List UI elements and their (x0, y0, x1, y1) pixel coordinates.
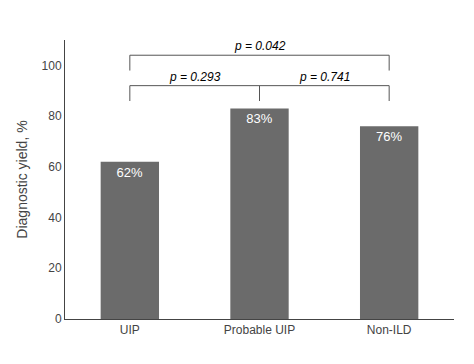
svg-text:100: 100 (42, 59, 62, 73)
svg-text:0: 0 (55, 312, 62, 326)
svg-text:40: 40 (48, 211, 62, 225)
svg-text:83%: 83% (246, 111, 272, 126)
svg-text:p = 0.293: p = 0.293 (169, 70, 221, 84)
svg-text:Diagnostic yield, %: Diagnostic yield, % (14, 120, 30, 238)
svg-text:Non-ILD: Non-ILD (367, 323, 412, 337)
svg-text:Probable UIP: Probable UIP (224, 323, 295, 337)
svg-text:20: 20 (48, 261, 62, 275)
svg-text:p = 0.741: p = 0.741 (299, 70, 350, 84)
svg-text:62%: 62% (117, 165, 143, 180)
svg-text:UIP: UIP (120, 323, 140, 337)
svg-text:80: 80 (48, 109, 62, 123)
svg-text:60: 60 (48, 160, 62, 174)
svg-text:76%: 76% (376, 129, 402, 144)
svg-text:p = 0.042: p = 0.042 (234, 39, 286, 53)
